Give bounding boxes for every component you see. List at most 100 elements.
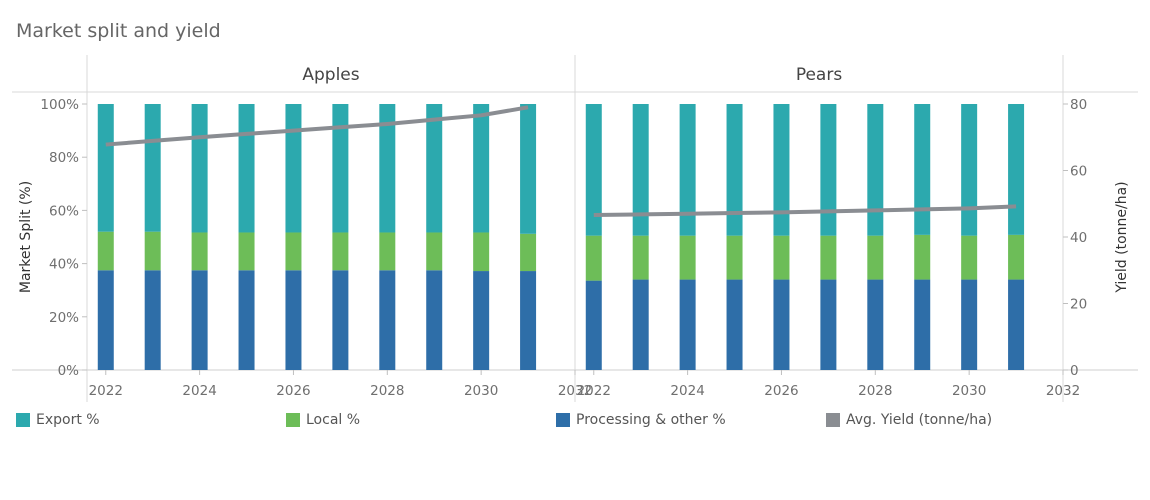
x-tick-label: 2028 xyxy=(858,383,892,399)
legend: Export % Local % Processing & other % Avg. … xyxy=(0,412,1150,434)
bar-processing-apples-2031 xyxy=(520,271,537,370)
bar-export-apples-2025 xyxy=(238,104,255,233)
y-axis-title: Market Split (%) xyxy=(18,181,34,293)
x-tick-label: 2024 xyxy=(182,383,216,399)
bar-processing-pears-2023 xyxy=(632,279,649,370)
y2-tick-label: 60 xyxy=(1070,164,1087,180)
bar-export-pears-2023 xyxy=(632,104,649,236)
bar-processing-apples-2026 xyxy=(285,270,302,370)
bar-local-pears-2022 xyxy=(585,235,602,281)
bar-local-apples-2022 xyxy=(97,231,114,271)
bar-export-pears-2030 xyxy=(961,104,978,236)
x-tick-label: 2024 xyxy=(670,383,704,399)
bar-processing-pears-2030 xyxy=(961,279,978,370)
bar-processing-apples-2028 xyxy=(379,270,396,370)
x-tick-label: 2030 xyxy=(464,383,498,399)
line-yield-pears xyxy=(593,204,1017,218)
x-tick-label: 2032 xyxy=(1046,383,1080,399)
bar-local-apples-2023 xyxy=(144,231,161,271)
panel-title-pears: Pears xyxy=(796,65,843,85)
y-tick-label: 20% xyxy=(49,310,79,326)
y-tick-label: 0% xyxy=(58,363,80,379)
x-tick-label: 2028 xyxy=(370,383,404,399)
legend-swatch-yield xyxy=(826,413,840,427)
bar-export-pears-2024 xyxy=(679,104,696,236)
bar-local-pears-2024 xyxy=(679,235,696,280)
x-tick-label: 2026 xyxy=(276,383,310,399)
y-tick-label: 60% xyxy=(49,203,79,219)
bar-export-apples-2022 xyxy=(97,104,114,232)
bar-processing-pears-2024 xyxy=(679,279,696,370)
legend-label-processing: Processing & other % xyxy=(576,412,726,428)
x-tick-label: 2030 xyxy=(952,383,986,399)
y2-tick-label: 40 xyxy=(1070,230,1087,246)
y-tick-label: 80% xyxy=(49,150,79,166)
bar-export-pears-2031 xyxy=(1008,104,1025,235)
bar-processing-apples-2029 xyxy=(426,270,443,370)
bar-local-pears-2027 xyxy=(820,235,837,280)
panel-title-apples: Apples xyxy=(302,65,359,85)
bar-local-apples-2028 xyxy=(379,232,396,271)
bar-processing-pears-2026 xyxy=(773,279,790,370)
bar-processing-apples-2024 xyxy=(191,270,208,370)
legend-item-processing[interactable]: Processing & other % xyxy=(556,412,726,428)
legend-label-export: Export % xyxy=(36,412,100,428)
x-tick-label: 2026 xyxy=(764,383,798,399)
x-tick-label: 2022 xyxy=(89,383,123,399)
bar-processing-pears-2031 xyxy=(1008,279,1025,370)
legend-item-yield[interactable]: Avg. Yield (tonne/ha) xyxy=(826,412,992,428)
legend-swatch-export xyxy=(16,413,30,427)
bar-processing-apples-2030 xyxy=(473,271,490,370)
bar-export-pears-2022 xyxy=(585,104,602,236)
bar-local-pears-2030 xyxy=(961,235,978,280)
bar-local-apples-2026 xyxy=(285,232,302,271)
bar-export-apples-2028 xyxy=(379,104,396,233)
chart-title: Market split and yield xyxy=(16,20,221,42)
bar-export-pears-2027 xyxy=(820,104,837,236)
legend-item-export[interactable]: Export % xyxy=(16,412,100,428)
bar-export-pears-2028 xyxy=(867,104,884,236)
chart-canvas: 0% 20% 40% 60% 80% 100% 0 20 40 60 80 Market Split … xyxy=(12,55,1138,402)
legend-label-local: Local % xyxy=(306,412,361,428)
bar-processing-pears-2025 xyxy=(726,279,743,370)
bar-local-apples-2027 xyxy=(332,232,349,271)
legend-swatch-local xyxy=(286,413,300,427)
y2-tick-label: 80 xyxy=(1070,97,1087,113)
bar-local-apples-2024 xyxy=(191,232,208,271)
bar-export-pears-2026 xyxy=(773,104,790,236)
x-tick-label: 2032 xyxy=(558,383,592,399)
line-yield-apples xyxy=(105,105,529,147)
bar-export-apples-2031 xyxy=(520,104,537,234)
bar-local-pears-2026 xyxy=(773,235,790,280)
bar-local-apples-2030 xyxy=(473,232,490,272)
bar-local-pears-2023 xyxy=(632,235,649,280)
x-tick-label: 2022 xyxy=(577,383,611,399)
bar-processing-pears-2027 xyxy=(820,279,837,370)
bar-export-apples-2026 xyxy=(285,104,302,233)
bar-processing-apples-2023 xyxy=(144,270,161,370)
bar-export-apples-2029 xyxy=(426,104,443,233)
bar-processing-pears-2022 xyxy=(585,280,602,370)
y2-tick-label: 0 xyxy=(1070,363,1079,379)
y-tick-label: 100% xyxy=(40,97,79,113)
bar-export-apples-2030 xyxy=(473,104,490,233)
bar-export-pears-2029 xyxy=(914,104,931,235)
bar-export-pears-2025 xyxy=(726,104,743,236)
bar-export-apples-2023 xyxy=(144,104,161,232)
bar-local-apples-2029 xyxy=(426,232,443,271)
bar-processing-apples-2027 xyxy=(332,270,349,370)
bar-local-pears-2025 xyxy=(726,235,743,280)
bar-processing-pears-2029 xyxy=(914,279,931,370)
bar-processing-apples-2025 xyxy=(238,270,255,370)
bar-local-pears-2031 xyxy=(1008,234,1025,280)
bar-processing-pears-2028 xyxy=(867,279,884,370)
y-tick-label: 40% xyxy=(49,257,79,273)
legend-swatch-processing xyxy=(556,413,570,427)
bar-export-apples-2027 xyxy=(332,104,349,233)
legend-label-yield: Avg. Yield (tonne/ha) xyxy=(846,412,993,428)
bar-processing-apples-2022 xyxy=(97,270,114,370)
legend-item-local[interactable]: Local % xyxy=(286,412,360,428)
bar-local-pears-2029 xyxy=(914,234,931,280)
bar-local-apples-2031 xyxy=(520,233,537,272)
bar-local-apples-2025 xyxy=(238,232,255,271)
